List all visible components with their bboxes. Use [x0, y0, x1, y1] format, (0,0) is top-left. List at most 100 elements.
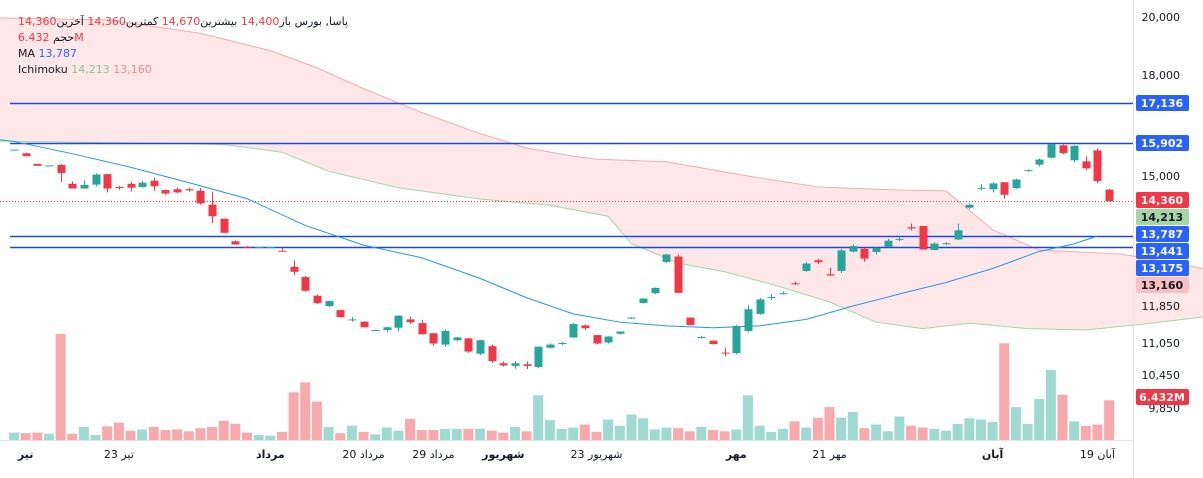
- candle-body[interactable]: [1093, 150, 1102, 182]
- candle-body[interactable]: [989, 183, 998, 190]
- candle-body[interactable]: [627, 317, 636, 319]
- candle-body[interactable]: [325, 301, 334, 306]
- candle-body[interactable]: [616, 331, 625, 334]
- candle-body[interactable]: [639, 298, 648, 304]
- candle-body[interactable]: [301, 277, 310, 291]
- candle-body[interactable]: [674, 256, 683, 293]
- candle-body[interactable]: [546, 344, 555, 348]
- candle-body[interactable]: [686, 317, 695, 325]
- volume-row[interactable]: حجم 6.432M: [18, 30, 348, 46]
- candle-body[interactable]: [57, 165, 66, 174]
- candle-body[interactable]: [348, 319, 357, 321]
- candle-body[interactable]: [185, 189, 194, 191]
- candle-body[interactable]: [220, 218, 229, 233]
- candle-body[interactable]: [360, 321, 369, 328]
- candle-body[interactable]: [33, 163, 42, 166]
- candle-body[interactable]: [22, 153, 31, 157]
- candle-body[interactable]: [115, 186, 124, 189]
- candle-body[interactable]: [1070, 146, 1079, 161]
- candle-body[interactable]: [895, 239, 904, 241]
- candle-body[interactable]: [965, 204, 974, 208]
- candle-body[interactable]: [476, 340, 485, 354]
- candle-body[interactable]: [255, 247, 264, 249]
- candle-body[interactable]: [779, 293, 788, 295]
- candle-body[interactable]: [860, 248, 869, 259]
- candle-body[interactable]: [569, 324, 578, 338]
- candle-body[interactable]: [1024, 170, 1033, 172]
- candle-body[interactable]: [418, 323, 427, 335]
- candle-body[interactable]: [371, 330, 380, 332]
- candle-body[interactable]: [1012, 179, 1021, 189]
- candle-body[interactable]: [453, 337, 462, 341]
- candle-body[interactable]: [534, 346, 543, 367]
- candle-body[interactable]: [930, 243, 939, 251]
- candle-body[interactable]: [581, 325, 590, 329]
- candle-body[interactable]: [150, 180, 159, 187]
- candle-body[interactable]: [313, 295, 322, 304]
- candle-body[interactable]: [919, 226, 928, 250]
- candle-body[interactable]: [907, 227, 916, 229]
- candle-body[interactable]: [1047, 144, 1056, 158]
- candle-body[interactable]: [196, 190, 205, 204]
- candle-body[interactable]: [208, 204, 217, 217]
- candle-body[interactable]: [756, 299, 765, 314]
- price-axis[interactable]: 20,000 18,000 15,000 11,850 11,050 10,450 9,85…: [1142, 11, 1181, 415]
- candle-body[interactable]: [92, 174, 101, 185]
- symbol-name[interactable]: پاسا, بورس: [294, 15, 349, 28]
- candle-body[interactable]: [523, 364, 532, 366]
- candle-body[interactable]: [977, 187, 986, 189]
- candle-body[interactable]: [173, 189, 182, 193]
- candle-body[interactable]: [464, 338, 473, 352]
- candle-body[interactable]: [732, 325, 741, 354]
- candle-body[interactable]: [406, 319, 415, 323]
- candle-body[interactable]: [721, 352, 730, 354]
- candle-body[interactable]: [266, 247, 275, 249]
- candle-body[interactable]: [767, 296, 776, 298]
- candle-body[interactable]: [942, 243, 951, 245]
- candle-body[interactable]: [709, 340, 718, 345]
- time-axis[interactable]: تیر 23 تیر مرداد 20 مرداد 29 مرداد شهریور 23 ش…: [17, 447, 1116, 461]
- candle-body[interactable]: [336, 310, 345, 318]
- candles[interactable]: [10, 143, 1114, 370]
- ma-row[interactable]: MA 13,787: [18, 46, 348, 62]
- candle-body[interactable]: [884, 240, 893, 247]
- candle-body[interactable]: [394, 315, 403, 328]
- candle-body[interactable]: [604, 336, 613, 343]
- candle-body[interactable]: [1105, 189, 1114, 201]
- candle-body[interactable]: [383, 327, 392, 331]
- candle-body[interactable]: [511, 363, 520, 366]
- candle-body[interactable]: [1082, 161, 1091, 169]
- candle-body[interactable]: [651, 287, 660, 294]
- candle-body[interactable]: [45, 165, 54, 167]
- candle-body[interactable]: [802, 263, 811, 271]
- candle-body[interactable]: [791, 283, 800, 285]
- candle-body[interactable]: [697, 336, 706, 338]
- candle-body[interactable]: [103, 174, 112, 189]
- horizontal-lines[interactable]: [0, 102, 1133, 249]
- candle-body[interactable]: [290, 266, 299, 272]
- candle-body[interactable]: [278, 250, 287, 252]
- candle-body[interactable]: [488, 346, 497, 362]
- candle-body[interactable]: [243, 246, 252, 248]
- candle-body[interactable]: [872, 247, 881, 252]
- candle-body[interactable]: [429, 333, 438, 344]
- candle-body[interactable]: [1000, 182, 1009, 195]
- candle-body[interactable]: [837, 250, 846, 271]
- candle-body[interactable]: [744, 309, 753, 331]
- candle-body[interactable]: [68, 183, 77, 189]
- candle-body[interactable]: [80, 184, 89, 189]
- candle-body[interactable]: [127, 183, 136, 188]
- candle-body[interactable]: [814, 260, 823, 263]
- candle-body[interactable]: [1059, 145, 1068, 153]
- candle-body[interactable]: [231, 241, 240, 245]
- candle-body[interactable]: [10, 149, 19, 151]
- candle-body[interactable]: [138, 182, 147, 187]
- candle-body[interactable]: [954, 230, 963, 240]
- candle-body[interactable]: [161, 190, 170, 194]
- candle-body[interactable]: [441, 330, 450, 345]
- candle-body[interactable]: [826, 274, 835, 276]
- candle-body[interactable]: [849, 246, 858, 252]
- candle-body[interactable]: [499, 363, 508, 366]
- candle-body[interactable]: [662, 254, 671, 262]
